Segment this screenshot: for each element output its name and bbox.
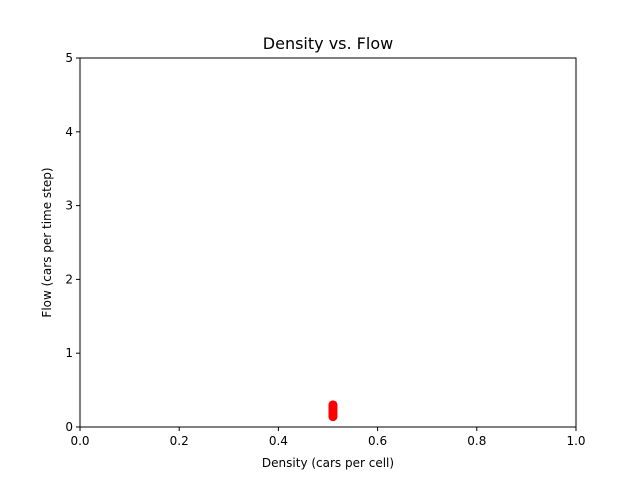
axes-frame [79, 57, 577, 428]
y-tick-label: 0 [65, 420, 73, 434]
plot-area [80, 58, 576, 427]
x-tick-label: 0.8 [467, 434, 486, 448]
x-tick-label: 0.4 [269, 434, 288, 448]
x-tick-label: 0.2 [170, 434, 189, 448]
y-tick-label: 2 [65, 272, 73, 286]
x-tick-label: 0.0 [70, 434, 89, 448]
x-axis-label: Density (cars per cell) [262, 456, 394, 470]
data-points [328, 400, 338, 422]
data-point [328, 400, 338, 410]
y-tick-label: 5 [65, 51, 73, 65]
y-axis-label: Flow (cars per time step) [40, 167, 54, 317]
x-tick-label: 0.6 [368, 434, 387, 448]
chart-title: Density vs. Flow [263, 34, 393, 53]
y-axis-ticks: 0 1 2 3 4 5 [65, 51, 80, 434]
x-axis-ticks: 0.0 0.2 0.4 0.6 0.8 1.0 [70, 427, 586, 448]
x-tick-label: 1.0 [566, 434, 585, 448]
y-tick-label: 4 [65, 125, 73, 139]
y-tick-label: 3 [65, 199, 73, 213]
y-tick-label: 1 [65, 346, 73, 360]
